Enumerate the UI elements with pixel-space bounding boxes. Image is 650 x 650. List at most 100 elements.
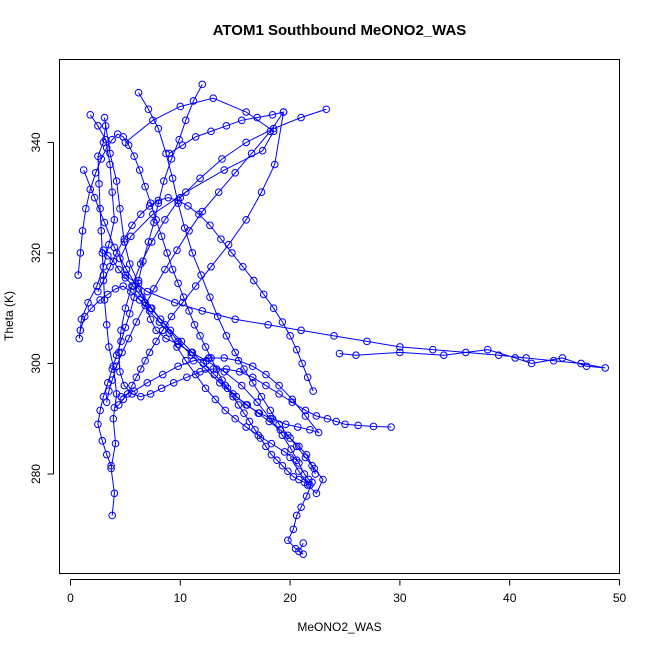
data-point <box>90 193 99 202</box>
data-point <box>156 315 165 324</box>
data-point <box>168 174 177 183</box>
data-point <box>461 348 470 357</box>
data-point <box>275 390 283 398</box>
data-point <box>275 420 283 429</box>
data-point <box>276 426 285 434</box>
data-point <box>237 381 246 390</box>
data-point <box>299 539 308 547</box>
data-point <box>196 367 204 376</box>
data-point <box>319 475 327 484</box>
data-point <box>306 426 314 434</box>
data-point <box>207 127 215 136</box>
data-point <box>147 238 156 246</box>
data-point <box>253 113 261 122</box>
data-point <box>110 489 119 498</box>
data-point <box>112 249 121 257</box>
data-point <box>110 403 119 412</box>
data-point <box>107 461 115 470</box>
data-point <box>114 265 123 274</box>
data-point <box>231 348 239 357</box>
data-point <box>132 373 141 382</box>
x-tick-label: 20 <box>283 591 297 605</box>
data-point <box>80 312 89 321</box>
data-point <box>269 304 278 313</box>
data-point <box>289 525 298 534</box>
data-point <box>231 315 239 324</box>
data-point <box>91 169 100 177</box>
data-point <box>259 290 268 299</box>
data-point <box>84 298 92 307</box>
data-point <box>99 392 108 401</box>
x-tick-label: 0 <box>67 591 74 605</box>
data-point <box>231 169 239 177</box>
data-point <box>174 196 182 205</box>
data-point <box>134 88 143 97</box>
data-point <box>267 450 276 459</box>
data-point <box>251 426 259 434</box>
series-line <box>83 169 321 434</box>
data-point <box>284 536 292 545</box>
data-point <box>293 423 302 431</box>
data-point <box>124 334 133 343</box>
data-point <box>128 221 136 230</box>
data-point <box>245 417 254 426</box>
data-point <box>102 398 111 406</box>
data-point <box>265 417 274 426</box>
data-point <box>189 356 198 365</box>
data-point <box>191 282 200 290</box>
data-point <box>309 387 317 395</box>
series-line <box>103 249 316 475</box>
data-point <box>234 356 243 365</box>
data-point <box>97 227 106 235</box>
data-point <box>222 332 231 340</box>
plot-frame <box>59 59 620 574</box>
data-point <box>228 249 236 257</box>
data-point <box>154 124 163 133</box>
data-point <box>301 412 310 420</box>
y-axis-label: Theta (K) <box>2 291 16 341</box>
data-point <box>549 356 558 365</box>
data-point <box>201 343 210 351</box>
data-point <box>120 381 129 390</box>
data-point <box>206 221 214 230</box>
data-point <box>116 367 124 376</box>
data-point <box>100 218 109 227</box>
data-point <box>213 312 222 321</box>
data-point <box>138 293 146 301</box>
series-line <box>106 111 284 403</box>
data-point <box>165 149 174 158</box>
data-point <box>207 354 215 362</box>
data-point <box>286 453 294 462</box>
data-point <box>269 124 278 133</box>
data-point <box>250 276 258 285</box>
data-point <box>145 202 154 210</box>
data-point <box>157 232 166 241</box>
data-point <box>280 448 289 456</box>
data-point <box>154 196 163 205</box>
data-point <box>99 246 108 254</box>
data-point <box>303 373 312 382</box>
data-point <box>122 265 131 274</box>
data-point <box>169 379 178 387</box>
data-point <box>128 381 136 390</box>
data-point <box>102 144 111 152</box>
data-point <box>163 249 171 257</box>
data-point <box>292 456 301 465</box>
data-point <box>168 265 177 274</box>
data-point <box>207 262 215 271</box>
data-point <box>109 414 118 423</box>
data-point <box>288 398 297 406</box>
data-point <box>217 235 225 243</box>
data-point <box>248 373 257 382</box>
data-point <box>275 381 283 390</box>
data-point <box>242 215 250 224</box>
data-point <box>278 318 287 326</box>
data-point <box>211 395 220 404</box>
y-axis: 280 300 320 340 <box>29 132 54 484</box>
data-point <box>105 387 113 395</box>
data-point <box>106 149 114 158</box>
data-point <box>86 185 95 194</box>
data-point <box>292 345 301 354</box>
data-point <box>161 265 169 274</box>
data-point <box>188 249 197 257</box>
